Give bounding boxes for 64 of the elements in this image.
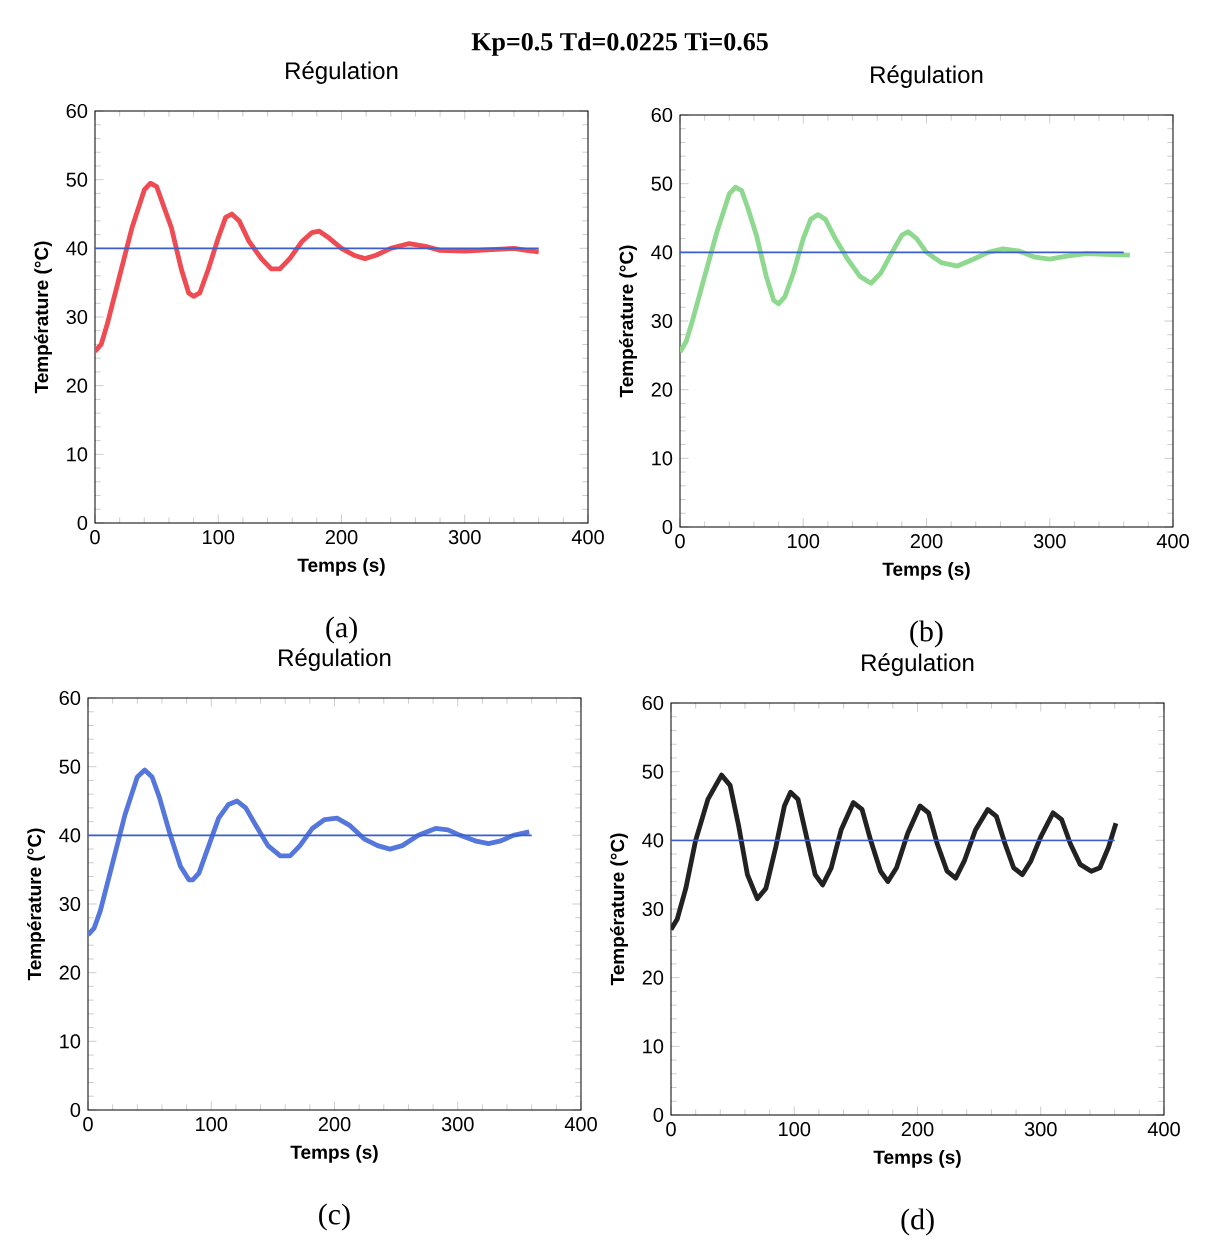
- text: (d): [901, 1208, 934, 1236]
- y-axis-title: Température (°C): [27, 828, 45, 981]
- x-tick-label: 200: [910, 534, 943, 549]
- x-tick-label: 100: [196, 1117, 228, 1132]
- y-tick-label: 10: [643, 1039, 664, 1054]
- y-tick-label: 10: [60, 1034, 81, 1049]
- x-tick-label: 100: [779, 1122, 811, 1137]
- x-tick-label: 100: [788, 534, 820, 549]
- line-series: [88, 767, 532, 938]
- chart-title: Régulation: [286, 61, 398, 84]
- y-tick-label: 30: [59, 896, 81, 912]
- x-tick-label: 200: [318, 1117, 351, 1132]
- x-tick-label: 200: [901, 1122, 934, 1137]
- x-tick-label: 300: [1033, 534, 1066, 549]
- y-tick-label: 50: [651, 176, 673, 191]
- y-tick-label: 60: [59, 690, 81, 706]
- y-tick-label: 40: [642, 833, 664, 848]
- y-tick-label: 20: [66, 378, 88, 393]
- chart-title: Régulation: [871, 65, 983, 88]
- y-tick-label: 20: [59, 965, 81, 980]
- y-tick-label: 50: [59, 759, 81, 774]
- y-tick-label: 0: [70, 1102, 81, 1118]
- x-tick-label: 300: [448, 530, 481, 545]
- y-tick-label: 40: [66, 241, 88, 256]
- y-tick-label: 50: [66, 172, 88, 187]
- x-axis-title: Temps (s): [873, 1149, 961, 1168]
- y-tick-label: 40: [59, 828, 81, 843]
- x-tick-label: 400: [1156, 534, 1189, 549]
- y-tick-label: 50: [642, 764, 664, 779]
- chart-title: Régulation: [279, 648, 391, 671]
- x-axis-title: Temps (s): [882, 561, 970, 580]
- x-tick-label: 0: [90, 530, 100, 545]
- chart-title: Régulation: [862, 653, 974, 676]
- x-tick-label: 300: [441, 1117, 474, 1132]
- y-tick-label: 30: [651, 313, 673, 329]
- y-tick-label: 60: [642, 695, 664, 711]
- y-tick-label: 10: [652, 451, 673, 466]
- x-tick-label: 300: [1024, 1122, 1057, 1137]
- y-tick-label: 40: [651, 245, 673, 260]
- x-tick-label: 400: [571, 530, 604, 545]
- x-tick-label: 100: [203, 530, 235, 545]
- y-axis-title: Température (°C): [610, 833, 628, 986]
- x-tick-label: 200: [325, 530, 358, 545]
- x-axis-title: Temps (s): [290, 1144, 378, 1163]
- x-tick-label: 400: [564, 1117, 597, 1132]
- text: (a): [326, 616, 357, 644]
- x-tick-label: 0: [675, 534, 685, 549]
- x-axis-title: Temps (s): [297, 557, 385, 576]
- text: (b): [910, 620, 943, 648]
- line-series: [680, 184, 1133, 355]
- x-tick-label: 400: [1147, 1122, 1180, 1137]
- y-tick-label: 20: [651, 382, 673, 397]
- y-tick-label: 60: [66, 103, 88, 119]
- y-tick-label: 20: [642, 970, 664, 985]
- y-tick-label: 60: [651, 107, 673, 123]
- y-tick-label: 0: [662, 519, 673, 535]
- y-axis-title: Température (°C): [34, 241, 52, 394]
- y-tick-label: 30: [642, 901, 664, 917]
- y-axis-title: Température (°C): [619, 245, 637, 398]
- text: Kp=0.5 Td=0.0225 Ti=0.65: [471, 32, 768, 56]
- y-tick-label: 10: [67, 447, 88, 462]
- y-tick-label: 30: [66, 309, 88, 325]
- text: (c): [319, 1203, 350, 1231]
- y-tick-label: 0: [77, 515, 88, 531]
